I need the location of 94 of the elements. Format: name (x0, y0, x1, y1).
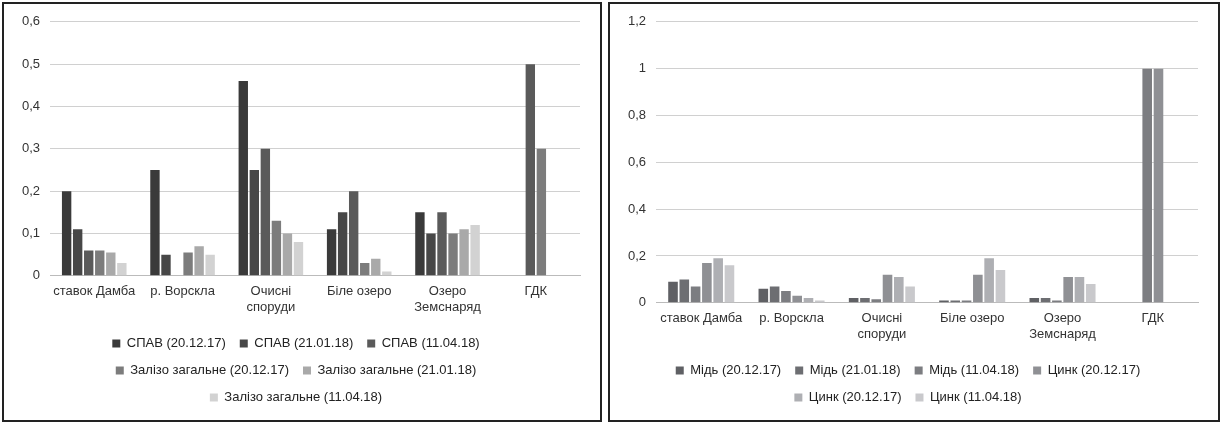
bar (1142, 68, 1152, 303)
y-tick-label: 0,1 (21, 225, 41, 241)
bar (348, 191, 359, 276)
y-tick-label: 0,4 (21, 98, 41, 114)
bar (1085, 284, 1096, 303)
bar (882, 274, 893, 303)
legend-label: Залізо загальне (11.04.18) (224, 389, 383, 405)
bar (690, 286, 701, 303)
x-tick-label: ставок Дамба (53, 283, 137, 299)
bar (371, 258, 381, 276)
y-tick-label: 0,5 (21, 55, 41, 71)
bar (437, 212, 447, 276)
y-tick-label: 0,3 (21, 140, 41, 156)
x-tick-label: ставок Дамба (660, 310, 744, 326)
legend-label: Залізо загальне (21.01.18) (317, 362, 477, 378)
y-tick-label: 0,6 (21, 13, 41, 29)
bar (995, 270, 1006, 303)
bar (758, 288, 769, 303)
bar (769, 286, 780, 303)
legend-label: СПАВ (20.12.17) (126, 335, 226, 351)
bar (271, 220, 282, 276)
bar (1153, 68, 1164, 303)
bar (1029, 298, 1040, 303)
bar (679, 279, 690, 303)
x-tick-label: Біле озеро (326, 283, 392, 299)
bar (260, 148, 271, 276)
bar (871, 299, 882, 303)
legend-label: Мідь (11.04.18) (929, 362, 1020, 378)
y-tick-label: 0,2 (21, 182, 41, 198)
x-tick-label: р. Ворскла (759, 310, 825, 326)
bar (792, 295, 802, 303)
bar (117, 263, 127, 276)
bar (1040, 298, 1051, 303)
legend-label: Цинк (20.12.17) (1047, 362, 1141, 378)
bar (536, 148, 547, 276)
bar (95, 250, 105, 276)
y-tick-label: 0,6 (627, 153, 647, 169)
legend-label: СПАВ (11.04.18) (381, 335, 480, 351)
x-tick-label: Очисні споруди (246, 283, 296, 314)
bar (337, 212, 348, 276)
bar (161, 254, 171, 276)
bar (84, 250, 94, 276)
bar (194, 246, 204, 276)
bar (326, 229, 337, 276)
y-tick-label: 0 (638, 294, 647, 310)
bar (150, 169, 160, 276)
bar (249, 169, 260, 276)
bar (702, 262, 712, 303)
y-tick-label: 0,8 (627, 107, 647, 123)
legend-label: Мідь (20.12.17) (690, 362, 782, 378)
bar (293, 241, 304, 276)
x-tick-label: Біле озеро (939, 310, 1005, 326)
y-tick-label: 0,2 (627, 247, 647, 263)
y-tick-label: 0,4 (627, 200, 647, 216)
x-tick-label: ГДК (1141, 310, 1165, 326)
bar (183, 252, 193, 276)
x-tick-label: р. Ворскла (150, 283, 216, 299)
bar (448, 233, 458, 276)
bar (360, 263, 370, 276)
bar (803, 298, 814, 303)
bar (713, 258, 723, 303)
bar (205, 254, 215, 276)
bar (61, 191, 72, 276)
bar (1063, 277, 1073, 303)
bar (106, 252, 116, 276)
bar (525, 64, 536, 276)
y-tick-label: 1,2 (627, 13, 647, 29)
bar (282, 233, 293, 276)
legend-label: Цинк (20.12.17) (808, 389, 902, 405)
bar (724, 265, 735, 303)
x-tick-label: Очисні споруди (857, 310, 907, 341)
legend-label: Мідь (21.01.18) (809, 362, 901, 378)
x-tick-label: Озеро Земснаряд (414, 283, 482, 314)
y-tick-label: 0 (32, 267, 41, 283)
legend-label: Залізо загальне (20.12.17) (130, 362, 289, 378)
bar (848, 298, 859, 303)
legend-label: Цинк (11.04.18) (929, 389, 1022, 405)
bar (973, 274, 983, 303)
x-tick-label: Озеро Земснаряд (1029, 310, 1097, 341)
y-tick-label: 1 (638, 60, 647, 76)
bar (668, 281, 678, 303)
bar (72, 229, 83, 276)
bar (781, 291, 791, 303)
bar (459, 229, 469, 276)
bar (984, 258, 994, 303)
bar (860, 298, 870, 303)
bar (415, 212, 425, 276)
legend-label: СПАВ (21.01.18) (254, 335, 354, 351)
bar (894, 277, 904, 303)
bar (905, 286, 915, 303)
bar (238, 81, 248, 276)
bar (1074, 277, 1085, 303)
bar (426, 233, 436, 276)
x-tick-label: ГДК (524, 283, 548, 299)
